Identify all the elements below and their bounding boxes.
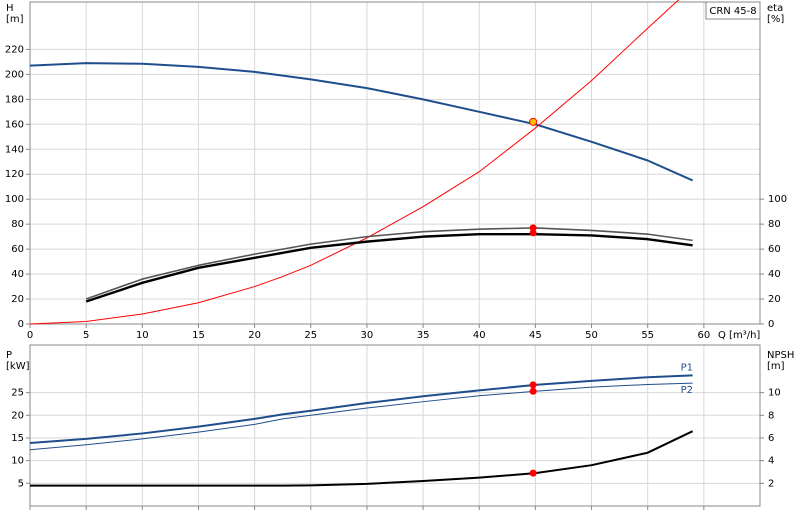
y-tick-label: 100 [5, 194, 24, 205]
duty-point [529, 387, 537, 395]
y2-tick-label: 40 [768, 269, 781, 280]
y2-axis-unit: [%] [767, 14, 784, 25]
y2-tick-label: 60 [768, 244, 781, 255]
x-tick-label: 20 [248, 330, 261, 341]
curve [29, 382, 693, 451]
y2-axis-label: NPSH [767, 350, 794, 361]
y2-tick-label: 0 [768, 319, 774, 330]
duty-point [529, 224, 537, 232]
x-tick-label: 0 [27, 330, 33, 341]
series-label: P2 [681, 385, 693, 396]
y2-tick-label: 4 [768, 456, 774, 467]
duty-point [529, 117, 538, 126]
y2-tick-label: 10 [768, 388, 781, 399]
y-tick-label: 200 [5, 69, 24, 80]
x-tick-label: 10 [136, 330, 149, 341]
x-tick-label: 40 [473, 330, 486, 341]
y-tick-label: 25 [11, 388, 24, 399]
y-axis-label: H [6, 3, 14, 14]
y2-axis-unit: [m] [767, 361, 785, 372]
y-tick-label: 180 [5, 94, 24, 105]
curve [30, 430, 694, 487]
x-tick-label: 55 [641, 330, 654, 341]
curve [29, 374, 693, 444]
y-tick-label: 0 [18, 319, 24, 330]
curve [85, 227, 693, 300]
x-tick-label: 45 [529, 330, 542, 341]
y-tick-label: 20 [11, 410, 24, 421]
plot-frame [29, 344, 761, 507]
y-tick-label: 120 [5, 169, 24, 180]
curve [85, 232, 693, 303]
x-tick-label: 35 [417, 330, 430, 341]
y-tick-label: 15 [11, 433, 24, 444]
y2-tick-label: 80 [768, 219, 781, 230]
y2-tick-label: 2 [768, 478, 774, 489]
y2-tick-label: 20 [768, 294, 781, 305]
x-tick-label: 15 [192, 330, 205, 341]
duty-point [529, 469, 537, 477]
x-tick-label: 5 [83, 330, 89, 341]
y-tick-label: 160 [5, 119, 24, 130]
plot-frame [29, 1, 761, 325]
curve [29, 0, 680, 325]
y2-axis-label: eta [767, 3, 783, 14]
y-tick-label: 60 [11, 244, 24, 255]
y2-tick-label: 6 [768, 433, 774, 444]
y-tick-label: 5 [18, 478, 24, 489]
x-tick-label: 60 [697, 330, 710, 341]
y-tick-label: 80 [11, 219, 24, 230]
y-axis-label: P [6, 350, 12, 361]
duty-point [529, 381, 537, 389]
x-tick-label: 25 [304, 330, 317, 341]
y-axis-unit: [kW] [6, 361, 30, 372]
y-tick-label: 20 [11, 294, 24, 305]
x-axis-label: Q [m³/h] [718, 330, 760, 341]
y-tick-label: 40 [11, 269, 24, 280]
y-axis-unit: [m] [6, 14, 24, 25]
y-tick-label: 220 [5, 44, 24, 55]
duty-point [529, 229, 537, 237]
pump-label: CRN 45-8 [709, 6, 756, 17]
y2-tick-label: 8 [768, 410, 774, 421]
y-tick-label: 140 [5, 144, 24, 155]
y2-tick-label: 100 [768, 194, 787, 205]
series-label: P1 [681, 362, 693, 373]
y-tick-label: 10 [11, 456, 24, 467]
label-box [705, 1, 761, 20]
x-tick-label: 30 [361, 330, 374, 341]
x-tick-label: 50 [585, 330, 598, 341]
curve [29, 62, 694, 182]
